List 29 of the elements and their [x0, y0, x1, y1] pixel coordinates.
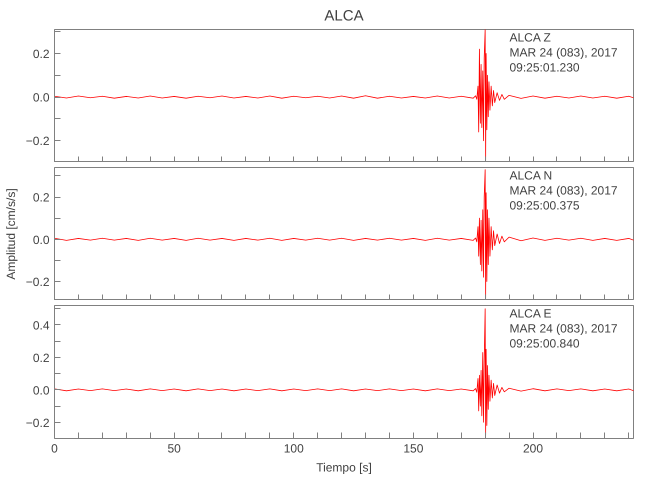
- y-axis-title: Amplitud [cm/s/s]: [4, 188, 18, 280]
- annotation: MAR 24 (083), 2017: [510, 322, 618, 336]
- annotation: 09:25:00.840: [510, 336, 580, 350]
- annotation: ALCA Z: [510, 30, 551, 44]
- annotation: ALCA E: [510, 306, 552, 320]
- annotation: MAR 24 (083), 2017: [510, 46, 618, 60]
- y-tick-label: 0.0: [32, 232, 50, 247]
- line-series: [54, 169, 634, 299]
- x-axis-title: Tiempo [s]: [316, 460, 372, 474]
- annotation: MAR 24 (083), 2017: [510, 184, 618, 198]
- chart-title: ALCA: [324, 8, 364, 24]
- annotation: 09:25:01.230: [510, 60, 580, 74]
- x-tick-label: 150: [403, 442, 424, 456]
- y-tick-label: 0.2: [32, 190, 50, 205]
- annotation: ALCA N: [510, 168, 552, 182]
- annotation: 09:25:00.375: [510, 198, 580, 212]
- y-tick-label: 0.0: [32, 90, 50, 105]
- y-tick-label: 0.2: [32, 46, 50, 61]
- y-tick-label: −0.2: [26, 416, 50, 430]
- y-tick-label: 0.2: [32, 350, 50, 365]
- line-series: [54, 30, 634, 161]
- x-tick-label: 0: [51, 442, 58, 456]
- x-tick-label: 200: [523, 442, 544, 456]
- x-tick-label: 50: [167, 442, 182, 456]
- y-tick-label: −0.2: [26, 275, 50, 289]
- y-tick-label: −0.2: [26, 134, 50, 148]
- y-tick-label: 0.0: [32, 383, 50, 398]
- x-tick-label: 100: [284, 442, 304, 456]
- y-tick-label: 0.4: [32, 318, 50, 332]
